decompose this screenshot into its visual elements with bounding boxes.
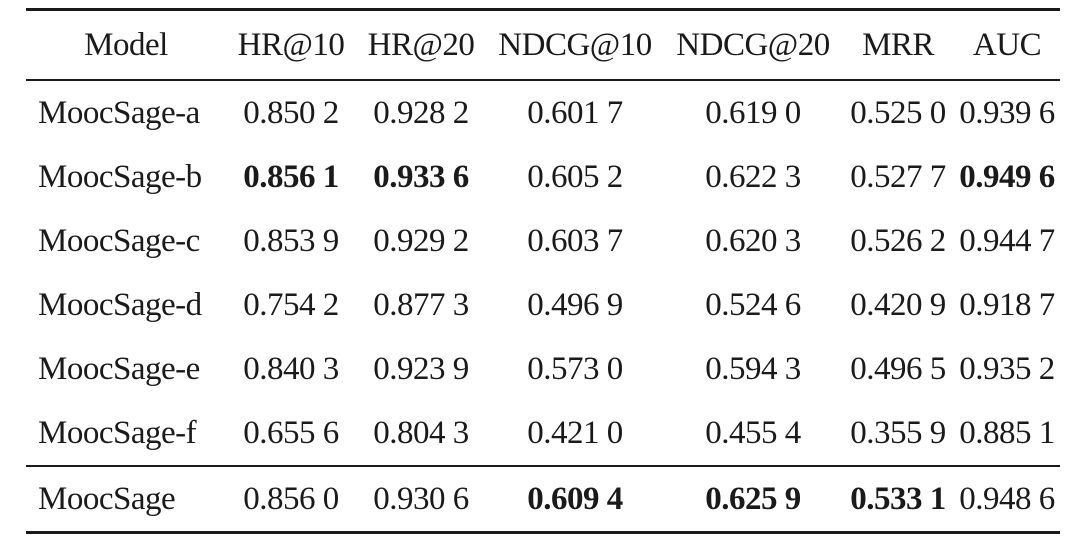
model-name-cell: MoocSage-a (38, 94, 200, 131)
metric-cell: 0.930 6 (373, 480, 469, 517)
model-name-cell: MoocSage (38, 480, 176, 517)
metric-cell: 0.918 7 (959, 286, 1055, 323)
metric-cell: 0.935 2 (959, 350, 1055, 387)
table-row: MoocSage-d 0.754 2 0.877 3 0.496 9 0.524 6 0.… (26, 273, 1060, 337)
metric-cell: 0.655 6 (243, 414, 339, 451)
table-row: MoocSage-e 0.840 3 0.923 9 0.573 0 0.594 3 0.… (26, 337, 1060, 401)
metric-cell: 0.420 9 (850, 286, 946, 323)
metric-cell: 0.496 9 (527, 286, 623, 323)
metric-cell: 0.840 3 (243, 350, 339, 387)
header-ndcg20: NDCG@20 (676, 26, 830, 63)
table-header: Model HR@10 HR@20 NDCG@10 NDCG@20 MRR AU… (26, 9, 1060, 80)
metric-cell: 0.533 1 (850, 480, 946, 517)
metric-cell: 0.601 7 (527, 94, 623, 131)
model-name-cell: MoocSage-c (38, 222, 200, 259)
model-name-cell: MoocSage-f (38, 414, 197, 451)
header-mrr: MRR (862, 26, 934, 63)
table-row: MoocSage-c 0.853 9 0.929 2 0.603 7 0.620 3 0.… (26, 209, 1060, 273)
header-hr10: HR@10 (237, 26, 345, 63)
table-row: MoocSage-a 0.850 2 0.928 2 0.601 7 0.619 0 0.… (26, 80, 1060, 145)
metric-cell: 0.877 3 (373, 286, 469, 323)
metric-cell: 0.594 3 (705, 350, 801, 387)
metric-cell: 0.527 7 (850, 158, 946, 195)
metric-cell: 0.856 1 (243, 158, 339, 195)
metric-cell: 0.856 0 (243, 480, 339, 517)
metric-cell: 0.933 6 (373, 158, 469, 195)
table-body: MoocSage-a 0.850 2 0.928 2 0.601 7 0.619 0 0.… (26, 80, 1060, 533)
table-row: MoocSage 0.856 0 0.930 6 0.609 4 0.625 9 0.53… (26, 466, 1060, 533)
metric-cell: 0.949 6 (959, 158, 1055, 195)
model-name-cell: MoocSage-e (38, 350, 200, 387)
metric-cell: 0.421 0 (527, 414, 623, 451)
results-table-container: Model HR@10 HR@20 NDCG@10 NDCG@20 MRR AU… (26, 8, 1060, 534)
metric-cell: 0.573 0 (527, 350, 623, 387)
metric-cell: 0.619 0 (705, 94, 801, 131)
model-name-cell: MoocSage-b (38, 158, 202, 195)
header-hr20: HR@20 (367, 26, 475, 63)
metric-cell: 0.620 3 (705, 222, 801, 259)
metric-cell: 0.526 2 (850, 222, 946, 259)
metric-cell: 0.948 6 (959, 480, 1055, 517)
metric-cell: 0.603 7 (527, 222, 623, 259)
metric-cell: 0.944 7 (959, 222, 1055, 259)
metric-cell: 0.923 9 (373, 350, 469, 387)
metric-cell: 0.939 6 (959, 94, 1055, 131)
metric-cell: 0.355 9 (850, 414, 946, 451)
metric-cell: 0.496 5 (850, 350, 946, 387)
metric-cell: 0.524 6 (705, 286, 801, 323)
metric-cell: 0.609 4 (527, 480, 623, 517)
metric-cell: 0.885 1 (959, 414, 1055, 451)
table-row: MoocSage-b 0.856 1 0.933 6 0.605 2 0.622 3 0.… (26, 145, 1060, 209)
metric-cell: 0.525 0 (850, 94, 946, 131)
header-auc: AUC (972, 26, 1042, 63)
metric-cell: 0.625 9 (705, 480, 801, 517)
header-model: Model (84, 26, 168, 63)
table-row: MoocSage-f 0.655 6 0.804 3 0.421 0 0.455 4 0.… (26, 401, 1060, 466)
metric-cell: 0.850 2 (243, 94, 339, 131)
metric-cell: 0.622 3 (705, 158, 801, 195)
metric-cell: 0.605 2 (527, 158, 623, 195)
header-ndcg10: NDCG@10 (498, 26, 652, 63)
model-name-cell: MoocSage-d (38, 286, 202, 323)
metric-cell: 0.804 3 (373, 414, 469, 451)
metric-cell: 0.928 2 (373, 94, 469, 131)
metric-cell: 0.754 2 (243, 286, 339, 323)
metric-cell: 0.455 4 (705, 414, 801, 451)
results-table: Model HR@10 HR@20 NDCG@10 NDCG@20 MRR AU… (26, 8, 1060, 534)
metric-cell: 0.929 2 (373, 222, 469, 259)
header-row: Model HR@10 HR@20 NDCG@10 NDCG@20 MRR AU… (26, 9, 1060, 80)
metric-cell: 0.853 9 (243, 222, 339, 259)
